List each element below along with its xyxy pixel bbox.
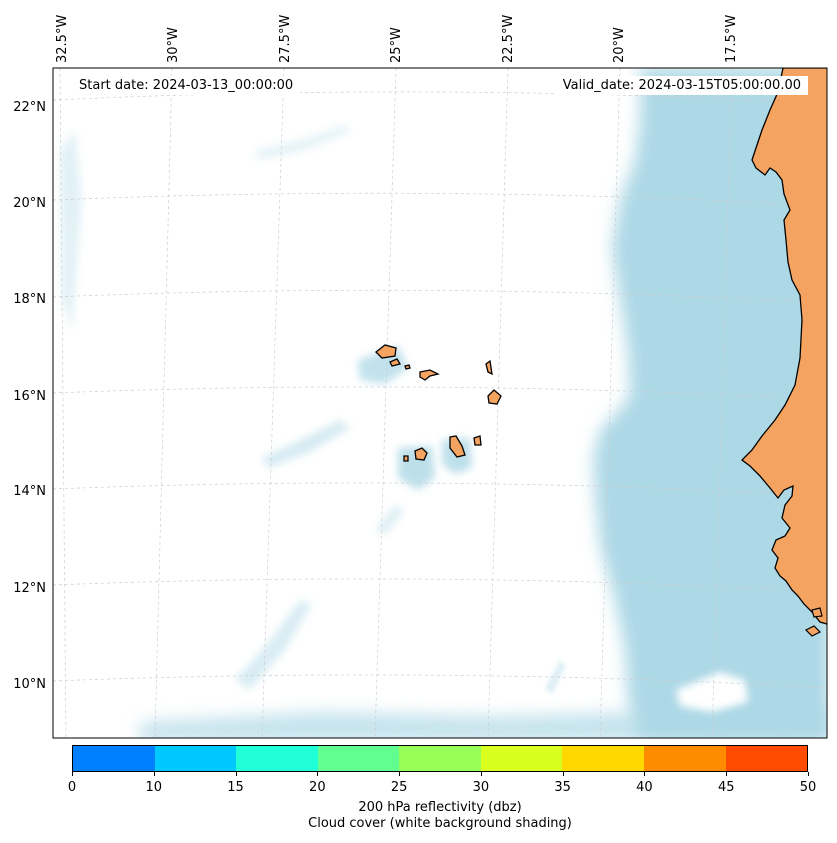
- colorbar-swatch: [480, 746, 563, 771]
- cloud-streak-6: [545, 660, 566, 694]
- colorbar-tick-label: 25: [390, 780, 408, 795]
- colorbar-title: 200 hPa reflectivity (dbz) Cloud cover (…: [0, 800, 837, 832]
- colorbar-swatch: [643, 746, 726, 771]
- colorbar-tick-label: 0: [67, 780, 77, 795]
- colorbar-tick-label: 50: [799, 780, 817, 795]
- lat-label: 10°N: [13, 677, 46, 692]
- colorbar-tick-label: 20: [309, 780, 326, 795]
- lat-label: 12°N: [13, 581, 46, 596]
- cape-verde-islands: [375, 344, 502, 462]
- bijagos-island-1: [804, 625, 822, 637]
- lat-label: 20°N: [13, 196, 46, 211]
- lat-label: 18°N: [13, 292, 46, 307]
- cloud-band-south: [140, 712, 827, 738]
- island-santa-luzia: [404, 364, 411, 370]
- island-santiago: [449, 435, 466, 458]
- colorbar-tick-label: 30: [472, 780, 490, 795]
- island-maio: [473, 435, 482, 446]
- island-sal: [485, 359, 493, 376]
- lat-label: 14°N: [13, 484, 46, 499]
- cloud-cover: [60, 68, 827, 738]
- colorbar-swatch: [317, 746, 400, 771]
- island-sao-nicolau: [419, 369, 440, 381]
- longitude-labels: 32.5°W 30°W 27.5°W 25°W 22.5°W 20°W 17.5…: [55, 15, 739, 63]
- colorbar-swatch: [725, 746, 808, 771]
- map: 32.5°W 30°W 27.5°W 25°W 22.5°W 20°W 17.5…: [13, 15, 828, 739]
- cloud-band-east: [593, 68, 827, 738]
- clear-notch: [676, 672, 748, 712]
- map-frame: [52, 67, 828, 739]
- bijagos-island-2: [811, 607, 823, 618]
- valid-date-label: Valid_date: 2024-03-15T05:00:00.00: [555, 76, 808, 95]
- lon-label: 17.5°W: [724, 15, 739, 63]
- lon-label: 32.5°W: [55, 15, 70, 63]
- colorbar-tick-label: 35: [554, 780, 571, 795]
- start-date-label: Start date: 2024-03-13_00:00:00: [72, 76, 301, 95]
- colorbar-tick-label: 40: [636, 780, 653, 795]
- cloud-streak-5: [255, 125, 350, 160]
- lon-label: 30°W: [166, 27, 181, 63]
- colorbar-tick-label: 45: [717, 780, 735, 795]
- colorbar-swatch: [236, 746, 318, 771]
- lon-label: 22.5°W: [501, 15, 516, 63]
- lon-label: 27.5°W: [278, 15, 293, 63]
- island-fogo: [414, 447, 428, 461]
- cloud-streak-3: [375, 505, 405, 535]
- island-santo-antao: [375, 344, 397, 359]
- colorbar-swatch: [154, 746, 237, 771]
- lat-label: 16°N: [13, 389, 46, 404]
- colorbar-label-reflectivity: 200 hPa reflectivity (dbz): [358, 800, 522, 815]
- colorbar-tick-label: 15: [227, 780, 244, 795]
- lon-label: 25°W: [389, 27, 404, 63]
- island-sao-vicente: [389, 358, 402, 367]
- colorbar-ticks: 0 10 15 20 25 30 35 40 45 50: [68, 772, 816, 796]
- colorbar-swatch: [399, 746, 481, 771]
- colorbar: [72, 745, 808, 772]
- colorbar-swatch: [562, 746, 644, 771]
- africa-coast: [741, 68, 827, 625]
- colorbar-tick-label: 10: [145, 780, 163, 795]
- cloud-streak-2: [235, 600, 312, 690]
- gridlines: [53, 68, 827, 738]
- island-brava: [403, 455, 409, 462]
- colorbar-swatch: [73, 746, 155, 771]
- latitude-labels: 22°N 20°N 18°N 16°N 14°N 12°N 10°N: [13, 100, 46, 692]
- lon-label: 20°W: [612, 27, 627, 63]
- island-boa-vista: [487, 389, 502, 405]
- lat-label: 22°N: [13, 100, 46, 115]
- cloud-streak-4: [60, 130, 82, 330]
- cloud-streak-1: [262, 420, 350, 468]
- colorbar-label-cloud-cover: Cloud cover (white background shading): [308, 816, 572, 831]
